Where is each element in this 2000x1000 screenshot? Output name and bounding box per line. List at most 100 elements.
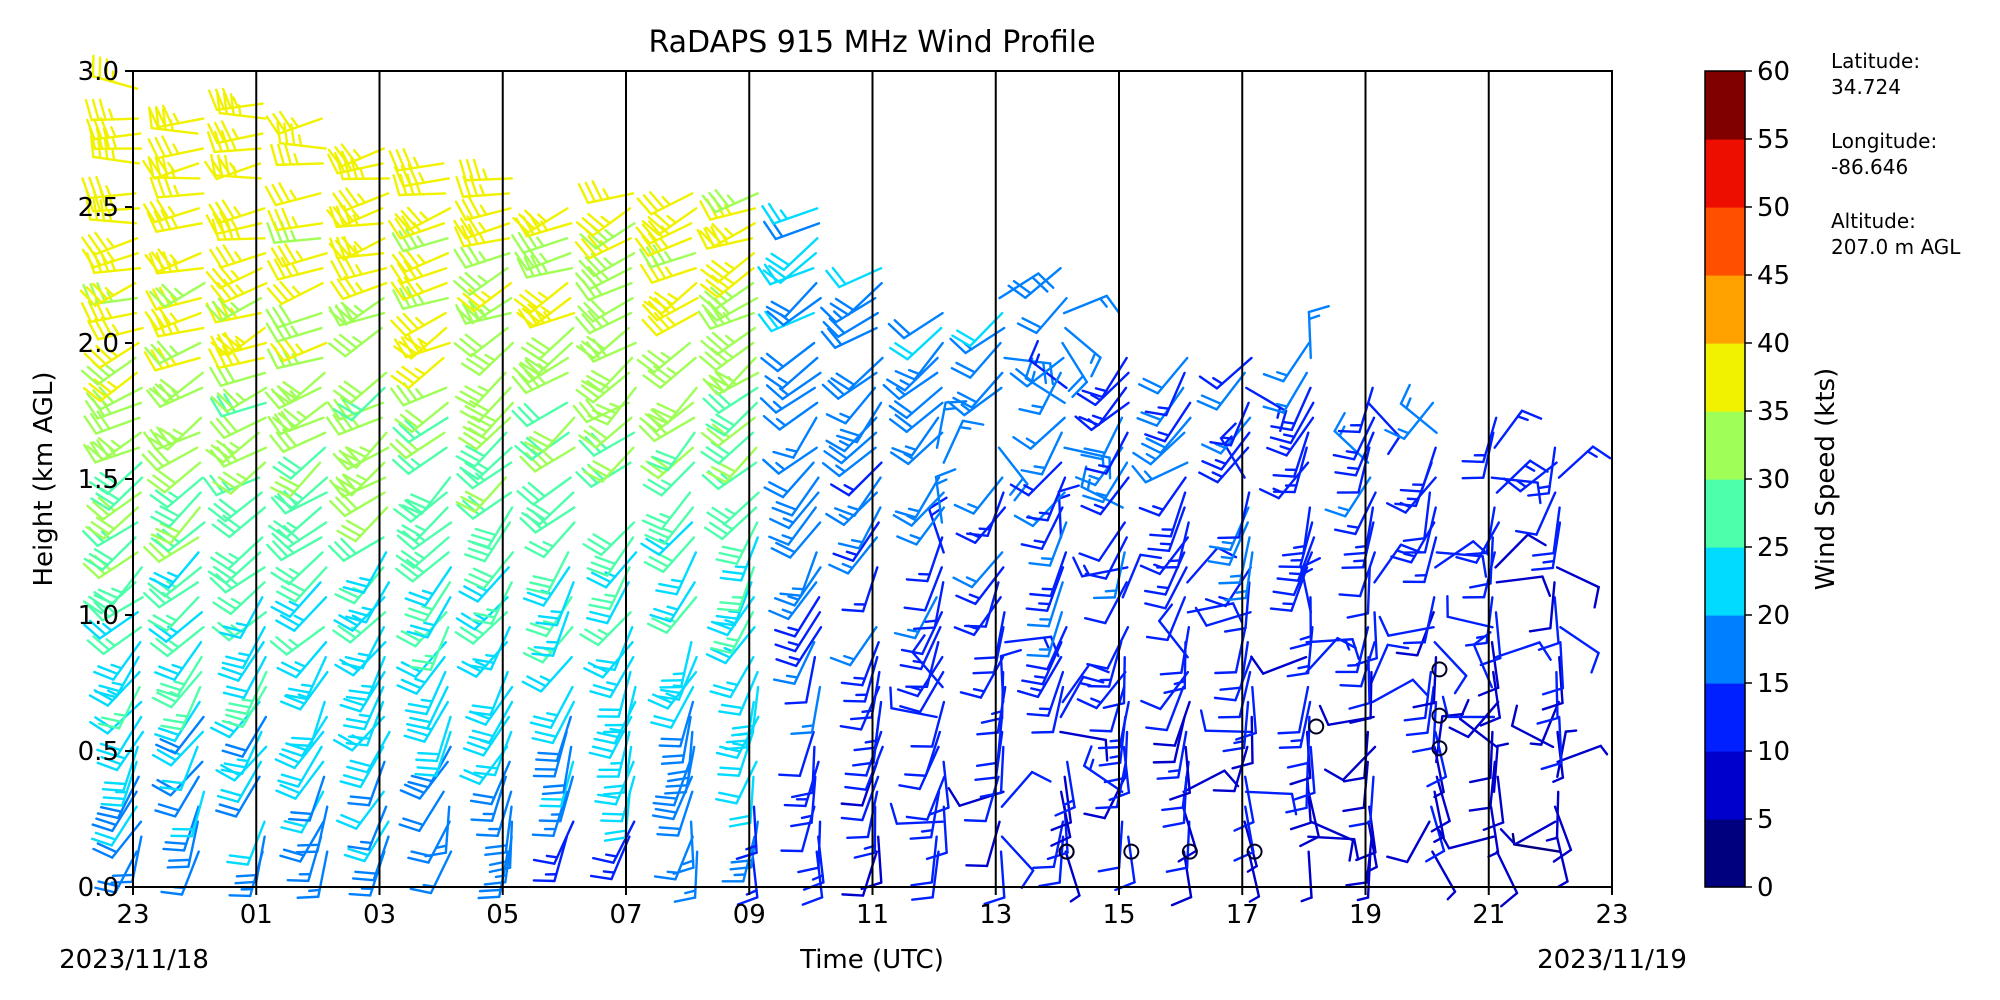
wind-barb — [1338, 551, 1376, 598]
wind-barb — [1169, 745, 1191, 801]
barb-flag — [583, 301, 601, 319]
barb-flag — [821, 462, 841, 478]
barb-flag — [1500, 891, 1519, 908]
barb-flag — [709, 690, 732, 699]
barb-half-flag — [1275, 402, 1289, 408]
barb-flag — [1142, 377, 1164, 390]
barb-flag — [209, 248, 223, 269]
wind-barb — [706, 491, 760, 526]
wind-barb — [398, 790, 445, 833]
barb-half-flag — [485, 415, 498, 423]
wind-barb — [217, 641, 265, 682]
barb-flag — [93, 670, 115, 681]
barb-flag — [532, 858, 556, 865]
wind-barb — [1286, 626, 1314, 678]
barb-half-flag — [361, 606, 375, 612]
barb-flag — [896, 535, 918, 546]
barb-flag — [208, 89, 219, 112]
barb-staff — [1234, 626, 1247, 674]
barb-half-flag — [672, 672, 686, 676]
barb-flag — [149, 437, 169, 451]
barb-flag — [285, 693, 308, 701]
wind-barb — [636, 191, 694, 216]
barb-flag — [1323, 768, 1345, 782]
barb-half-flag — [1288, 572, 1302, 576]
barb-flag — [965, 864, 989, 868]
wind-barb — [210, 386, 268, 413]
wind-barb — [762, 446, 818, 475]
wind-barb — [270, 581, 322, 618]
barb-flag — [1387, 435, 1401, 456]
barb-flag — [348, 892, 372, 897]
barb-half-flag — [105, 307, 113, 320]
barb-flag — [471, 352, 491, 367]
barb-half-flag — [297, 134, 303, 147]
barb-flag — [142, 159, 156, 180]
wind-barb — [150, 506, 201, 545]
barb-flag — [161, 135, 173, 157]
barb-half-flag — [666, 316, 677, 327]
barb-flag — [88, 619, 107, 636]
barb-half-flag — [1159, 542, 1173, 546]
barb-flag — [93, 378, 113, 394]
barb-flag — [83, 443, 97, 464]
barb-flag — [1289, 642, 1313, 650]
barb-flag — [643, 560, 665, 573]
wind-barb — [203, 155, 262, 181]
wind-barb — [965, 820, 1001, 868]
barb-flag — [411, 659, 435, 665]
barb-half-flag — [667, 292, 679, 301]
wind-barb — [942, 419, 985, 464]
barb-half-flag — [960, 403, 972, 413]
colorbar-segment — [1705, 207, 1745, 276]
barb-flag — [153, 446, 171, 465]
wind-barb — [1186, 602, 1244, 624]
barb-flag — [1219, 686, 1243, 691]
barb-staff — [877, 835, 883, 884]
barb-half-flag — [967, 502, 980, 510]
barb-flag — [888, 418, 908, 433]
wind-barb — [455, 596, 509, 631]
wind-barb — [778, 730, 815, 778]
barb-flag — [825, 439, 846, 453]
barb-staff — [1000, 770, 1034, 808]
barb-flag — [1153, 742, 1177, 747]
barb-half-flag — [110, 663, 123, 670]
barb-flag — [765, 352, 785, 368]
barb-flag — [526, 591, 549, 601]
barb-flag — [345, 187, 360, 207]
barb-flag — [1526, 533, 1547, 547]
barb-staff — [1051, 685, 1065, 734]
barb-flag — [98, 56, 102, 80]
wind-barb — [911, 850, 940, 901]
wind-barb — [1233, 775, 1255, 832]
barb-flag — [208, 348, 220, 370]
wind-barb — [1285, 760, 1310, 814]
barb-half-flag — [1406, 497, 1420, 501]
barb-flag — [402, 312, 420, 331]
barb-flag — [1307, 304, 1330, 314]
wind-barb — [475, 790, 513, 837]
barb-flag — [827, 327, 843, 346]
barb-flag — [582, 543, 603, 557]
barb-flag — [1355, 657, 1378, 666]
barb-staff — [1205, 611, 1252, 627]
barb-flag — [404, 419, 422, 437]
barb-flag — [1009, 477, 1025, 496]
wind-barb — [762, 252, 818, 284]
barb-flag — [92, 635, 111, 652]
barb-flag — [150, 515, 171, 528]
barb-flag — [1424, 849, 1446, 863]
wind-barb — [1339, 641, 1376, 688]
barb-half-flag — [1552, 776, 1565, 783]
barb-half-flag — [684, 889, 697, 895]
barb-flag — [1198, 471, 1219, 484]
barb-flag — [589, 610, 612, 619]
barb-flag — [645, 537, 666, 551]
barb-half-flag — [602, 870, 616, 874]
barb-staff — [1490, 476, 1539, 484]
barb-flag — [1510, 704, 1519, 728]
wind-barb — [1086, 626, 1130, 670]
wind-barb — [912, 581, 945, 631]
barb-flag — [719, 576, 743, 582]
